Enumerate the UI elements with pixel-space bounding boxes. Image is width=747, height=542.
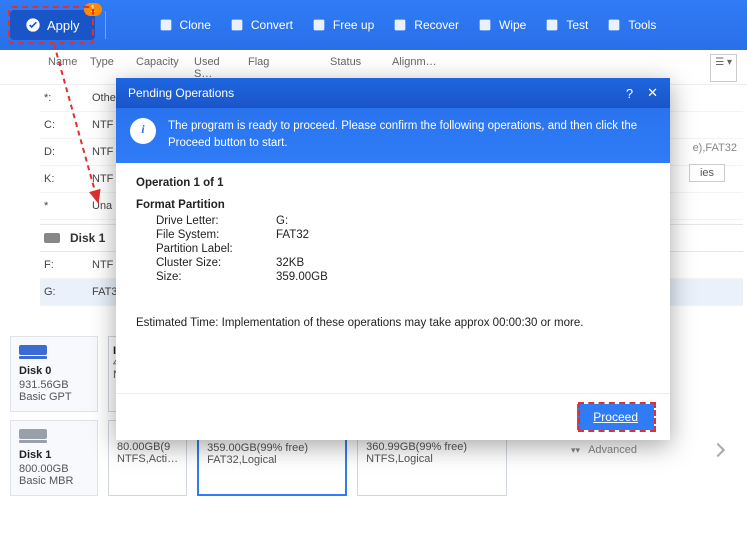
disk-icon: [19, 345, 47, 359]
operation-detail-row: Partition Label:: [156, 243, 650, 255]
operation-detail-row: Cluster Size:32KB: [156, 257, 650, 269]
disk-title: Disk 0: [19, 365, 89, 377]
operation-count: Operation 1 of 1: [136, 177, 650, 189]
chevron-right-icon[interactable]: [711, 443, 725, 457]
disk-kind: Basic GPT: [19, 391, 89, 403]
toolbar-clone[interactable]: Clone: [152, 13, 217, 37]
dialog-banner: i The program is ready to proceed. Pleas…: [116, 108, 670, 163]
disk-card[interactable]: Disk 0 931.56GB Basic GPT: [10, 336, 98, 412]
part-l3: NTFS,Acti…: [117, 453, 178, 465]
disk-size: 931.56GB: [19, 379, 89, 391]
operation-detail-row: Drive Letter:G:: [156, 215, 650, 227]
toolbar-separator: [105, 11, 106, 39]
part-l3: FAT32,Logical: [207, 454, 337, 466]
proceed-button[interactable]: Proceed: [577, 404, 654, 430]
part-l3: NTFS,Logical: [366, 453, 498, 465]
advanced-toggle[interactable]: ▾▾ Advanced: [571, 444, 723, 456]
main-toolbar: Apply 1 CloneConvertFree upRecoverWipeTe…: [0, 0, 747, 50]
apply-badge: 1: [84, 3, 102, 16]
part-l2: 359.00GB(99% free): [207, 442, 337, 454]
operation-title: Format Partition: [136, 199, 650, 211]
apply-button[interactable]: Apply 1: [10, 10, 95, 40]
recover-icon: [392, 17, 408, 33]
dialog-footer: Proceed: [116, 393, 670, 440]
free up-icon: [311, 17, 327, 33]
dialog-title: Pending Operations: [128, 86, 234, 100]
note-right: e),FAT32: [693, 142, 737, 154]
disk-kind: Basic MBR: [19, 475, 89, 487]
estimated-time: Estimated Time: Implementation of these …: [136, 317, 650, 329]
disk-card[interactable]: Disk 1 800.00GB Basic MBR: [10, 420, 98, 496]
toolbar-test[interactable]: Test: [538, 13, 594, 37]
part-l2: 80.00GB(9: [117, 441, 178, 453]
toolbar-wipe[interactable]: Wipe: [471, 13, 532, 37]
dialog-titlebar: Pending Operations ? ✕: [116, 78, 670, 108]
disk-size: 800.00GB: [19, 463, 89, 475]
toolbar-recover[interactable]: Recover: [386, 13, 465, 37]
advanced-label: Advanced: [588, 444, 637, 456]
tools-icon: [606, 17, 622, 33]
toolbar-convert[interactable]: Convert: [223, 13, 299, 37]
close-icon[interactable]: ✕: [647, 85, 658, 101]
col-name[interactable]: Name: [44, 54, 84, 82]
info-icon: i: [130, 118, 156, 144]
help-icon[interactable]: ?: [626, 86, 633, 101]
convert-icon: [229, 17, 245, 33]
clone-icon: [158, 17, 174, 33]
pending-operations-dialog: Pending Operations ? ✕ i The program is …: [116, 78, 670, 440]
apply-label: Apply: [47, 18, 80, 33]
toolbar-tools[interactable]: Tools: [600, 13, 662, 37]
part-l2: 360.99GB(99% free): [366, 441, 498, 453]
ies-button[interactable]: ies: [689, 164, 725, 182]
view-toggle-icon[interactable]: ☰ ▾: [710, 54, 737, 82]
operation-detail-row: Size:359.00GB: [156, 271, 650, 283]
dialog-body: Operation 1 of 1 Format Partition Drive …: [116, 163, 670, 394]
disk-icon: [44, 233, 60, 243]
wipe-icon: [477, 17, 493, 33]
disk-title: Disk 1: [19, 449, 89, 461]
disk-icon: [19, 429, 47, 443]
toolbar-free-up[interactable]: Free up: [305, 13, 380, 37]
apply-check-icon: [25, 17, 41, 33]
test-icon: [544, 17, 560, 33]
dialog-banner-text: The program is ready to proceed. Please …: [168, 118, 656, 153]
operation-detail-row: File System:FAT32: [156, 229, 650, 241]
